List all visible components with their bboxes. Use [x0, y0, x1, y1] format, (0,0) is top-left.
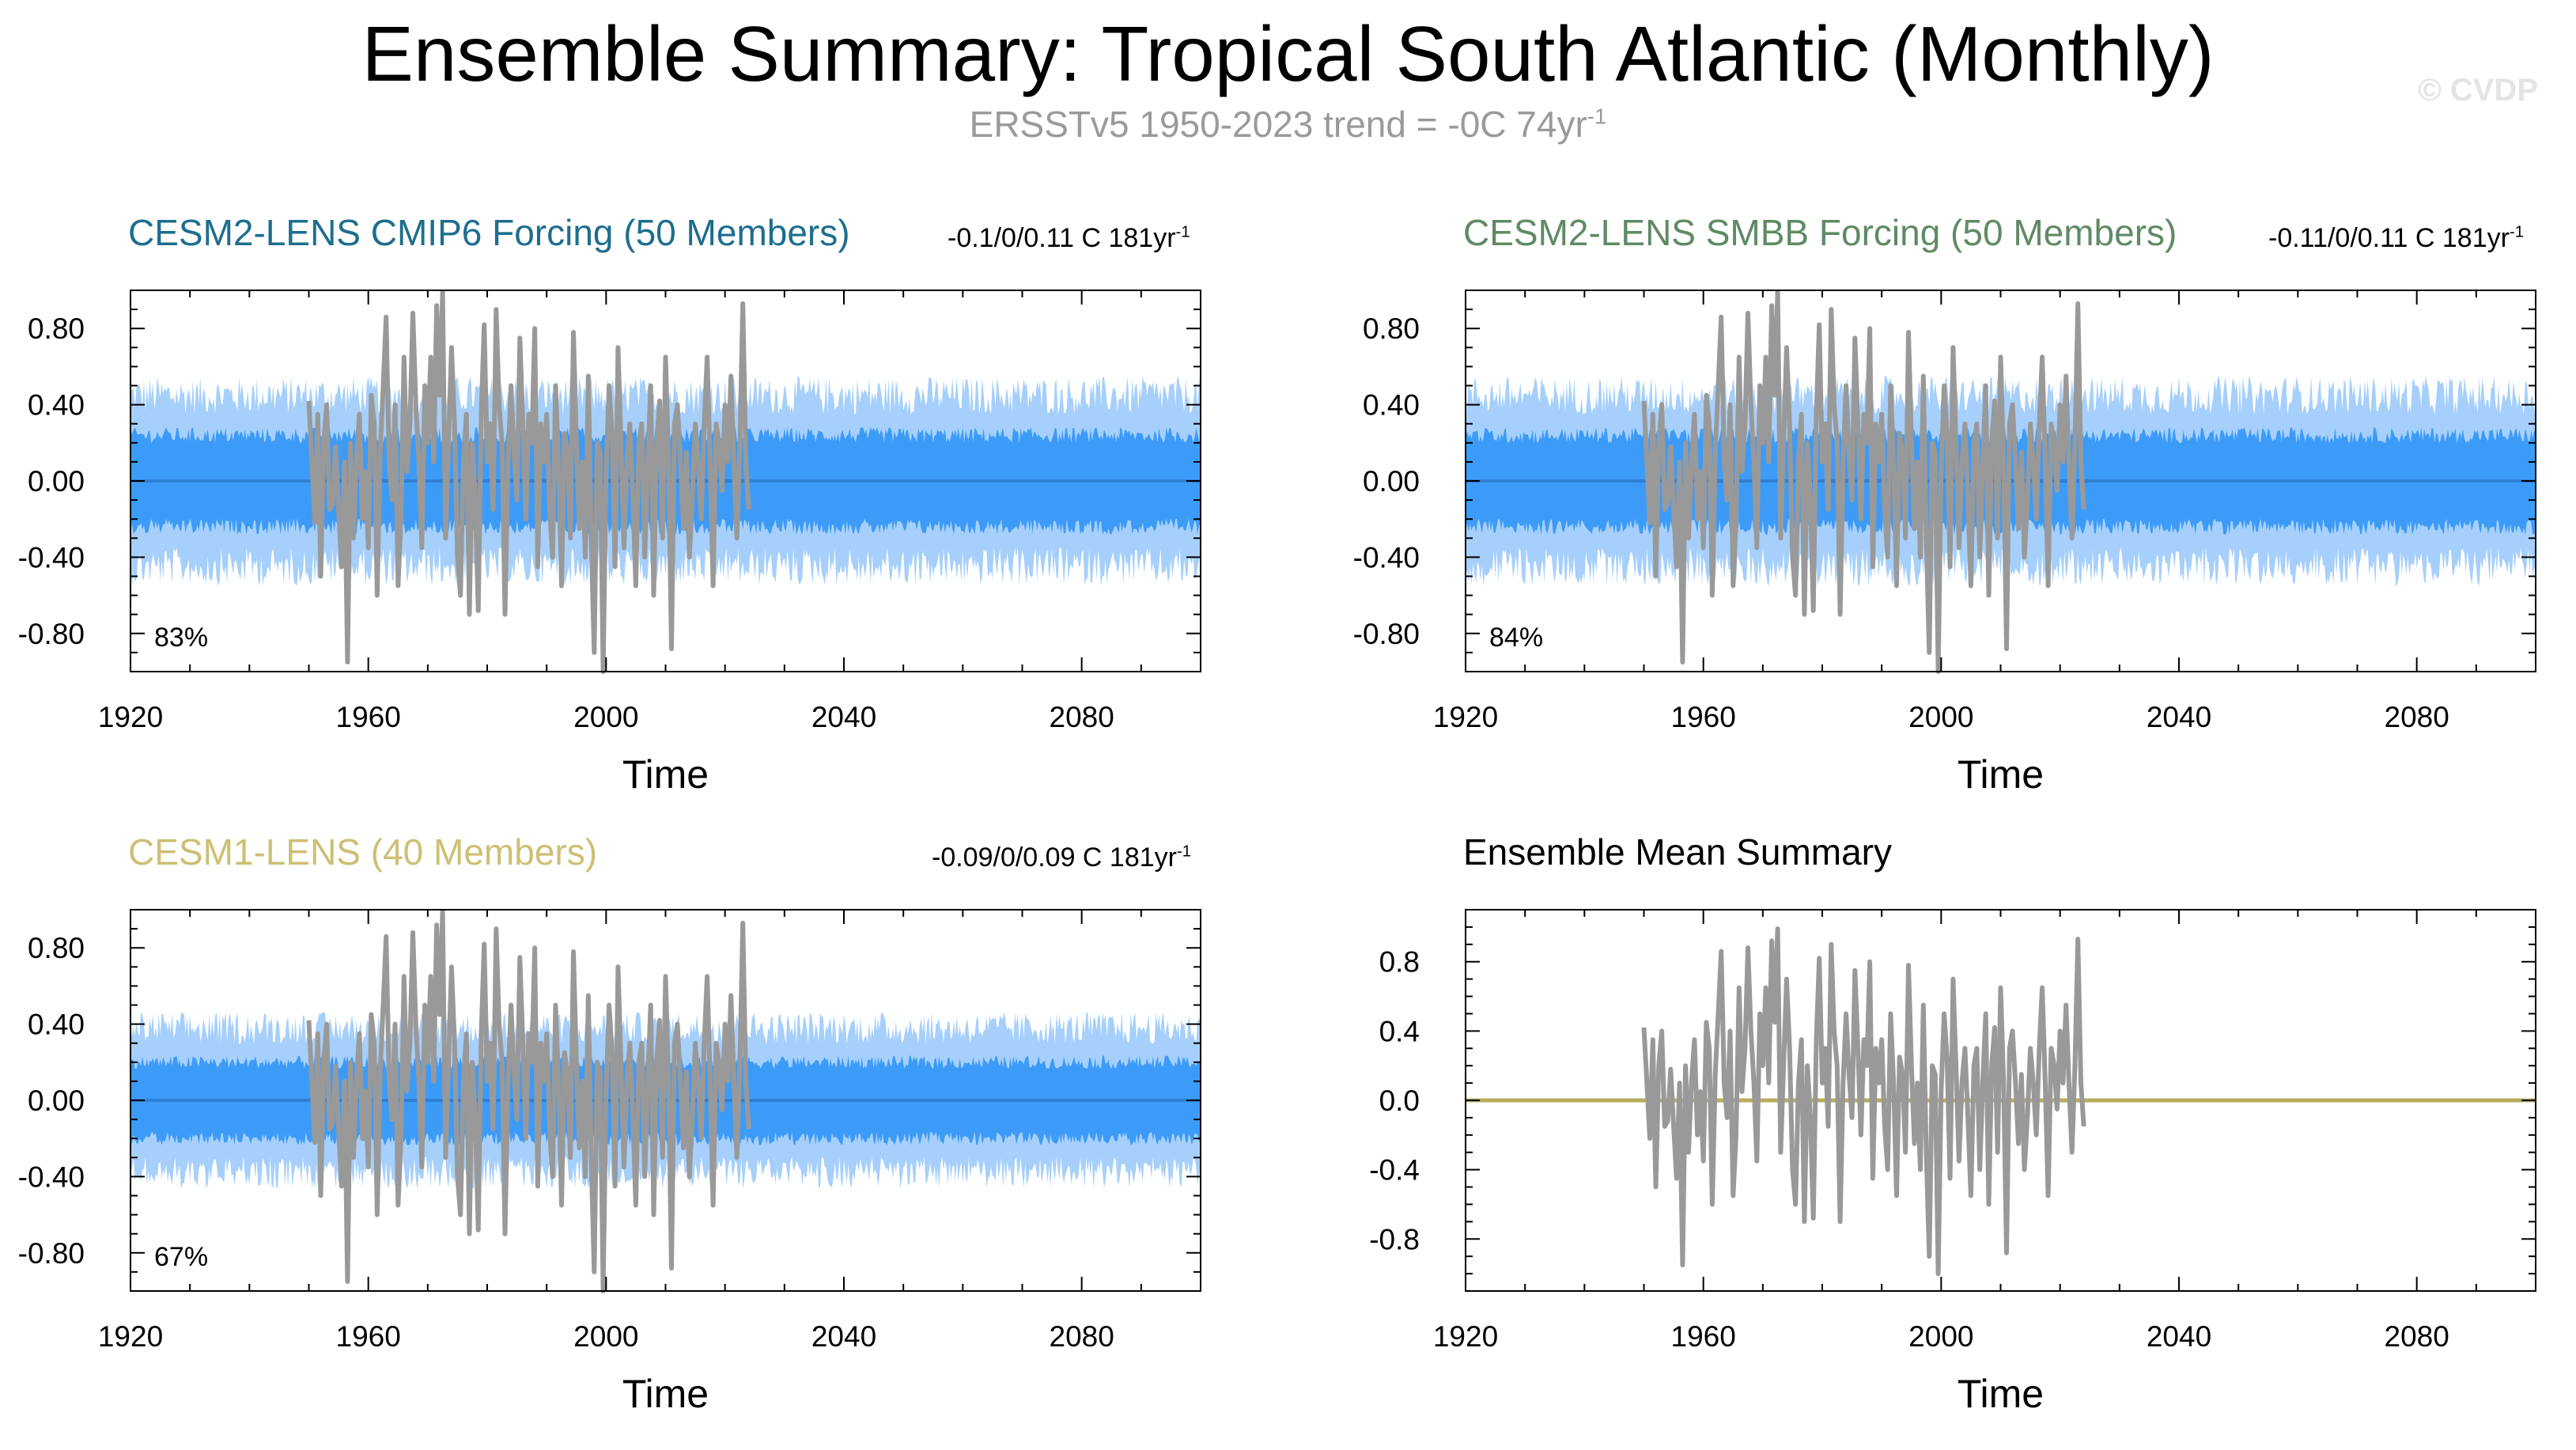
panel1-trend-exponent: -1	[1175, 223, 1190, 241]
panel3-y-tick-label: 0.80	[28, 932, 85, 964]
panel1-y-tick-label: 0.00	[28, 465, 85, 498]
panel1-title: CESM2-LENS CMIP6 Forcing (50 Members)	[128, 212, 850, 253]
panel2-title: CESM2-LENS SMBB Forcing (50 Members)	[1463, 212, 2177, 253]
panel2-observations-line	[1641, 290, 2086, 674]
panel2-x-tick-label: 1920	[1433, 701, 1498, 733]
subtitle: ERSSTv5 1950-2023 trend = -0C 74yr-1	[0, 103, 2576, 146]
panel3-x-tick-label: 1920	[98, 1320, 163, 1353]
panel2-x-tick-label: 2080	[2385, 701, 2449, 733]
panel1-y-tick-label: -0.80	[18, 618, 85, 650]
main-title: Ensemble Summary: Tropical South Atlanti…	[361, 10, 2215, 97]
panel3-trend-text: -0.09/0/0.09 C 181yr	[932, 842, 1177, 873]
panel2-y-tick-label: 0.40	[1363, 389, 1420, 422]
panel2-y-tick-label: -0.40	[1353, 541, 1420, 574]
panel1-x-tick-label: 2080	[1050, 701, 1114, 733]
panel4-x-tick-label: 1960	[1671, 1320, 1736, 1353]
panel2-y-tick-label: 0.00	[1363, 465, 1420, 498]
panel3-trend-label: -0.09/0/0.09 C 181yr-1	[932, 842, 1191, 873]
panel3-percent-label: 67%	[154, 1242, 208, 1272]
panel1-observations-line	[306, 290, 751, 674]
panel2-x-tick-label: 2000	[1908, 701, 1973, 733]
panel1-trend-text: -0.1/0/0.11 C 181yr	[948, 223, 1176, 253]
panel1-plot: 1920 1960 2000 2040 2080 0.80 0.40 0.00 -0.40 -0.…	[18, 212, 1201, 797]
panel2-trend-label: -0.11/0/0.11 C 181yr-1	[2268, 223, 2524, 254]
subtitle-exponent: -1	[1587, 104, 1607, 129]
panel2-y-tick-label: 0.80	[1363, 312, 1420, 345]
watermark: © CVDP	[2418, 73, 2538, 108]
panel1-y-tick-label: -0.40	[18, 541, 85, 574]
panel1-x-tick-label: 1960	[336, 701, 401, 733]
panel1-x-axis-label: Time	[622, 752, 709, 797]
panel3-y-tick-label: 0.40	[28, 1009, 85, 1041]
panel4-x-tick-label: 2000	[1908, 1320, 1973, 1353]
panel3-x-tick-label: 2000	[573, 1320, 638, 1353]
panel4-plot: 1920 1960 2000 2040 2080 0.8 0.4 0.0 -0.4 -0.8 Ens…	[1369, 831, 2536, 1416]
panel1-y-tick-label: 0.40	[28, 389, 85, 422]
panel3-title: CESM1-LENS (40 Members)	[128, 831, 597, 873]
panel2-y-tick-label: -0.80	[1353, 618, 1420, 650]
panel3-plot: 1920 1960 2000 2040 2080 0.80 0.40 0.00 -0.40 -0.…	[18, 831, 1201, 1416]
panel3-trend-exponent: -1	[1176, 842, 1192, 861]
panel4-y-tick-label: -0.8	[1369, 1223, 1420, 1255]
panel2-plot: 1920 1960 2000 2040 2080 0.80 0.40 0.00 -0.40 -0.…	[1353, 212, 2536, 797]
panel1-x-tick-label: 1920	[98, 701, 163, 733]
panel3-y-tick-label: -0.40	[18, 1160, 85, 1193]
panel1-y-tick-label: 0.80	[28, 312, 85, 345]
panel1-percent-label: 83%	[154, 623, 208, 653]
panel3-observations-line	[306, 909, 751, 1293]
panel4-y-tick-label: 0.0	[1379, 1085, 1420, 1117]
panel3-x-tick-label: 1960	[336, 1320, 401, 1353]
panel3-y-tick-label: 0.00	[28, 1085, 85, 1117]
panel2-trend-exponent: -1	[2509, 223, 2525, 241]
panel4-x-axis-label: Time	[1958, 1372, 2044, 1416]
panel4-y-tick-label: 0.8	[1379, 946, 1420, 979]
panel2-x-tick-label: 2040	[2147, 701, 2211, 733]
panel1-x-tick-label: 2000	[573, 701, 638, 733]
panel4-x-tick-label: 1920	[1433, 1320, 1498, 1353]
panel2-x-axis-label: Time	[1958, 752, 2044, 797]
panel4-y-tick-label: 0.4	[1379, 1015, 1420, 1047]
panel1-trend-label: -0.1/0/0.11 C 181yr-1	[948, 223, 1190, 254]
panel3-y-tick-label: -0.80	[18, 1237, 85, 1270]
subtitle-text: ERSSTv5 1950-2023 trend = -0C 74yr	[969, 104, 1587, 145]
panel3-x-tick-label: 2040	[811, 1320, 876, 1353]
panel2-trend-text: -0.11/0/0.11 C 181yr	[2268, 223, 2510, 253]
panel4-title: Ensemble Mean Summary	[1463, 831, 1892, 873]
panel2-percent-label: 84%	[1489, 623, 1543, 653]
panel4-x-tick-label: 2080	[2385, 1320, 2449, 1353]
panel1-x-tick-label: 2040	[811, 701, 876, 733]
panel4-y-tick-label: -0.4	[1369, 1154, 1420, 1187]
panel3-x-axis-label: Time	[622, 1372, 709, 1416]
panel2-x-tick-label: 1960	[1671, 701, 1736, 733]
panel3-x-tick-label: 2080	[1050, 1320, 1114, 1353]
panel4-x-tick-label: 2040	[2147, 1320, 2211, 1353]
panel4-observations-line	[1641, 926, 2086, 1277]
